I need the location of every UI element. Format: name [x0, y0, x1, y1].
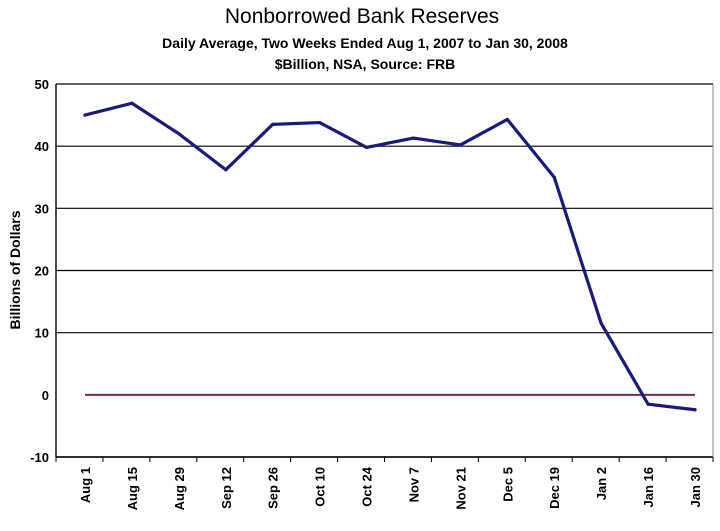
x-tick-label: Nov 21 [453, 467, 468, 510]
data-point [130, 101, 134, 105]
x-tick-label: Aug 1 [78, 467, 93, 503]
gridlines [55, 83, 714, 462]
x-tick-labels: Aug 1 Aug 15 Aug 29 Sep 12 Sep 26 Oct 10 Oct 2… [78, 466, 703, 510]
chart-subtitle-line1: Daily Average, Two Weeks Ended Aug 1, 20… [162, 35, 568, 51]
data-point [318, 120, 322, 125]
data-point [505, 117, 509, 122]
x-tick-label: Dec 5 [500, 467, 515, 502]
x-tick-label: Aug 29 [172, 467, 187, 510]
chart-title: Nonborrowed Bank Reserves [225, 5, 499, 28]
data-point [224, 168, 228, 172]
y-tick-label: 50 [35, 77, 49, 92]
data-point [177, 132, 181, 136]
data-point [364, 145, 369, 150]
y-tick-label: 10 [35, 326, 49, 341]
x-tick-label: Aug 15 [125, 467, 140, 510]
x-tick-label: Jan 30 [688, 467, 703, 507]
data-point [693, 408, 697, 412]
y-tick-label: 0 [42, 388, 49, 403]
series-layer [83, 101, 697, 412]
data-point [83, 113, 87, 117]
series-line [83, 101, 697, 412]
x-tick-label: Nov 7 [406, 467, 421, 502]
data-point [411, 136, 416, 140]
x-tick-label: Sep 26 [266, 467, 281, 509]
chart-subtitle-line2: $Billion, NSA, Source: FRB [275, 56, 455, 72]
data-point [599, 321, 603, 325]
data-point [271, 122, 275, 127]
data-point [646, 402, 650, 406]
y-tick-label: 40 [35, 139, 49, 154]
y-tick-label: 30 [35, 201, 49, 216]
y-axis-label: Billions of Dollars [7, 210, 23, 329]
x-tick-label: Jan 16 [641, 467, 656, 507]
data-point [458, 143, 462, 147]
x-tick-label: Jan 2 [594, 467, 609, 500]
x-tick-label: Oct 24 [360, 466, 375, 507]
x-tick-label: Oct 10 [313, 467, 328, 507]
data-point [552, 175, 556, 179]
y-tick-label: -10 [30, 450, 49, 465]
x-tick-label: Sep 12 [219, 467, 234, 509]
y-tick-labels: 50 40 30 20 10 0 -10 [30, 77, 49, 465]
y-tick-label: 20 [35, 264, 49, 279]
x-tick-label: Dec 19 [547, 467, 562, 509]
